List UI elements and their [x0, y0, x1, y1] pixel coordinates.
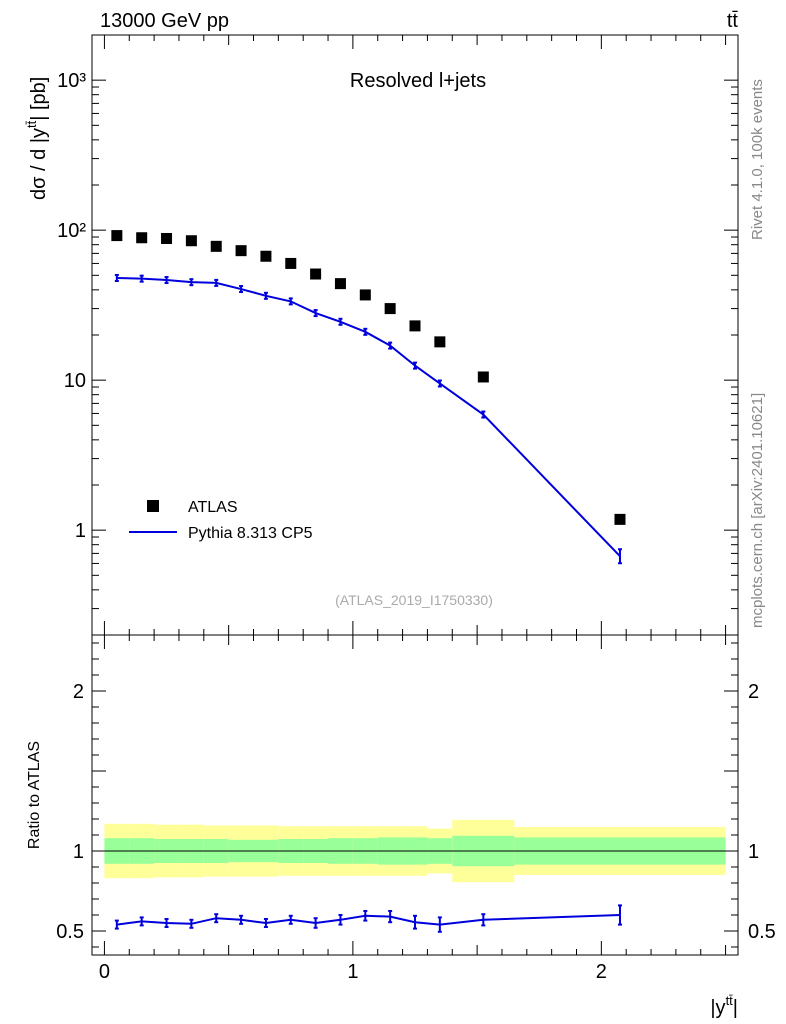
atlas-data-point: [477, 371, 489, 383]
atlas-data-point: [310, 268, 322, 280]
x-tick-label: 2: [596, 961, 607, 983]
mcplots-label: mcplots.cern.ch [arXiv:2401.10621]: [749, 393, 766, 628]
ratio-plot-frame: [91, 634, 739, 956]
main-y-tick-label: 10: [64, 370, 86, 392]
atlas-data-point: [235, 245, 247, 257]
x-axis-label-tail: |: [733, 997, 738, 1019]
legend-atlas-marker: [147, 500, 159, 512]
atlas-data-point: [409, 320, 421, 332]
ratio-y-tick-label-left: 2: [73, 681, 84, 703]
x-tick-label: 0: [99, 961, 110, 983]
main-y-tick-label: 10³: [57, 70, 86, 92]
x-tick-label: 1: [347, 961, 358, 983]
ratio-y-tick-label-right: 2: [748, 681, 759, 703]
x-axis-label-main: |y: [710, 997, 725, 1019]
x-axis-label: |ytt̄|: [710, 993, 738, 1019]
atlas-data-point: [260, 250, 272, 262]
axis-ticks: [92, 34, 738, 955]
main-y-axis-label: dσ / d |ytt̄| [pb]: [24, 77, 50, 200]
atlas-data-point: [359, 289, 371, 301]
atlas-data-point: [111, 230, 123, 242]
rivet-label: Rivet 4.1.0, 100k events: [749, 79, 766, 240]
main-y-axis-label-tail: | [pb]: [28, 77, 50, 121]
x-axis-label-sup: tt̄: [726, 993, 734, 1008]
energy-label: 13000 GeV pp: [100, 10, 229, 32]
main-y-axis-label-main: dσ / d |y: [28, 128, 50, 200]
main-plot-frame: [91, 34, 739, 636]
atlas-data-point: [136, 232, 148, 244]
atlas-data-point: [384, 303, 396, 315]
mc-line: [116, 276, 621, 557]
ratio-y-axis-label: Ratio to ATLAS: [26, 741, 43, 849]
ratio-y-tick-label-right: 1: [748, 841, 759, 863]
ratio-uncertainty-bands: [92, 819, 738, 883]
atlas-data-point: [185, 235, 197, 247]
data-series: [111, 230, 626, 525]
legend-atlas-label: ATLAS: [188, 499, 238, 516]
ratio-y-tick-label-left: 0.5: [56, 921, 84, 943]
main-y-axis-label-sup: tt̄: [24, 120, 39, 128]
atlas-data-point: [285, 257, 297, 269]
ratio-series: [114, 904, 622, 933]
plot-title: Resolved l+jets: [350, 70, 486, 92]
ratio-y-tick-label-right: 0.5: [748, 921, 776, 943]
ratio-y-tick-label-left: 1: [73, 841, 84, 863]
atlas-data-point: [210, 240, 222, 252]
main-y-tick-label: 1: [75, 520, 86, 542]
ratio-line: [116, 914, 621, 926]
analysis-id: (ATLAS_2019_I1750330): [335, 592, 493, 608]
process-label: tt̄: [727, 10, 739, 32]
axis-tick-labels: 1 10 10² 10³ 0 1 2 0.5 0.5 1 1 2 2: [56, 70, 776, 983]
atlas-data-point: [614, 513, 626, 525]
atlas-data-point: [161, 232, 173, 244]
legend-mc-label: Pythia 8.313 CP5: [188, 525, 313, 542]
atlas-data-point: [334, 278, 346, 290]
atlas-data-point: [434, 336, 446, 348]
main-y-tick-label: 10²: [57, 220, 86, 242]
mc-series: [114, 273, 622, 565]
